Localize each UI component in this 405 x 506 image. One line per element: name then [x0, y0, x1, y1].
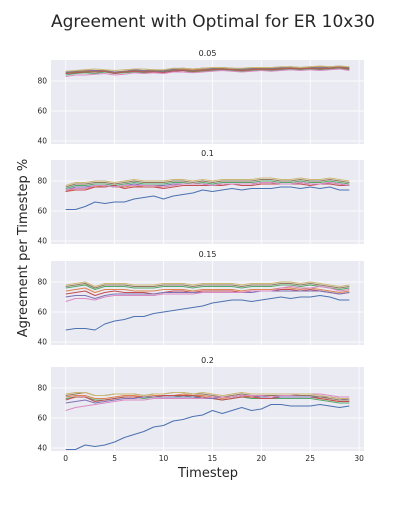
y-tick-label: 60: [37, 207, 47, 216]
series-line-1: [65, 186, 350, 210]
x-tick-label: 0: [63, 454, 68, 463]
plot-area: [51, 261, 364, 345]
y-tick-label: 40: [37, 237, 47, 246]
y-tick-label: 40: [37, 444, 47, 453]
series-line-8: [65, 281, 350, 287]
series-line-3: [65, 284, 350, 290]
panel-1: 0.05 40 60 80: [37, 49, 364, 146]
panels: 0.05 40 60 80 0.1 40 60 80 0.15 40 60 80 0.2 40 60 80 0 5…: [37, 49, 364, 463]
plot-area: [51, 160, 364, 244]
y-tick-label: 80: [37, 77, 47, 86]
x-tick-label: 5: [112, 454, 117, 463]
y-tick-label: 60: [37, 308, 47, 317]
x-tick-label: 30: [354, 454, 364, 463]
y-tick-label: 60: [37, 414, 47, 423]
y-axis-label: Agreement per Timestep %: [16, 159, 31, 337]
y-tick-label: 40: [37, 137, 47, 146]
panel-subtitle: 0.1: [201, 149, 214, 158]
series-line-6: [65, 283, 350, 289]
figure-title: Agreement with Optimal for ER 10x30: [51, 12, 375, 32]
series-line-2: [65, 287, 350, 293]
y-tick-label: 40: [37, 338, 47, 347]
panel-2: 0.1 40 60 80: [37, 149, 364, 246]
panel-subtitle: 0.2: [201, 356, 214, 365]
series-line-8: [65, 65, 350, 72]
panel-4: 0.2 40 60 80 0 5 10 15 20 25 30: [37, 356, 364, 463]
series-line-7: [65, 182, 350, 191]
series-line-8: [65, 392, 350, 399]
y-tick-label: 60: [37, 107, 47, 116]
series-line-6: [65, 179, 350, 188]
x-tick-label: 15: [208, 454, 218, 463]
series-line-4: [65, 183, 350, 192]
panel-subtitle: 0.05: [199, 49, 217, 58]
x-axis-label: Timestep: [177, 466, 238, 481]
x-tick-label: 25: [305, 454, 315, 463]
series-line-8: [65, 177, 350, 186]
x-tick-label: 10: [159, 454, 169, 463]
y-tick-label: 80: [37, 177, 47, 186]
plot-area: [51, 367, 364, 451]
panel-subtitle: 0.15: [199, 250, 217, 259]
series-line-1: [65, 295, 350, 331]
series-line-5: [65, 395, 350, 404]
series-line-6: [65, 66, 350, 74]
series-line-7: [65, 68, 350, 77]
series-line-7: [65, 286, 350, 302]
y-tick-label: 80: [37, 384, 47, 393]
panel-3: 0.15 40 60 80: [37, 250, 364, 347]
series-line-4: [65, 67, 350, 74]
series-line-1: [65, 404, 350, 450]
y-tick-label: 80: [37, 278, 47, 287]
x-tick-label: 20: [257, 454, 267, 463]
